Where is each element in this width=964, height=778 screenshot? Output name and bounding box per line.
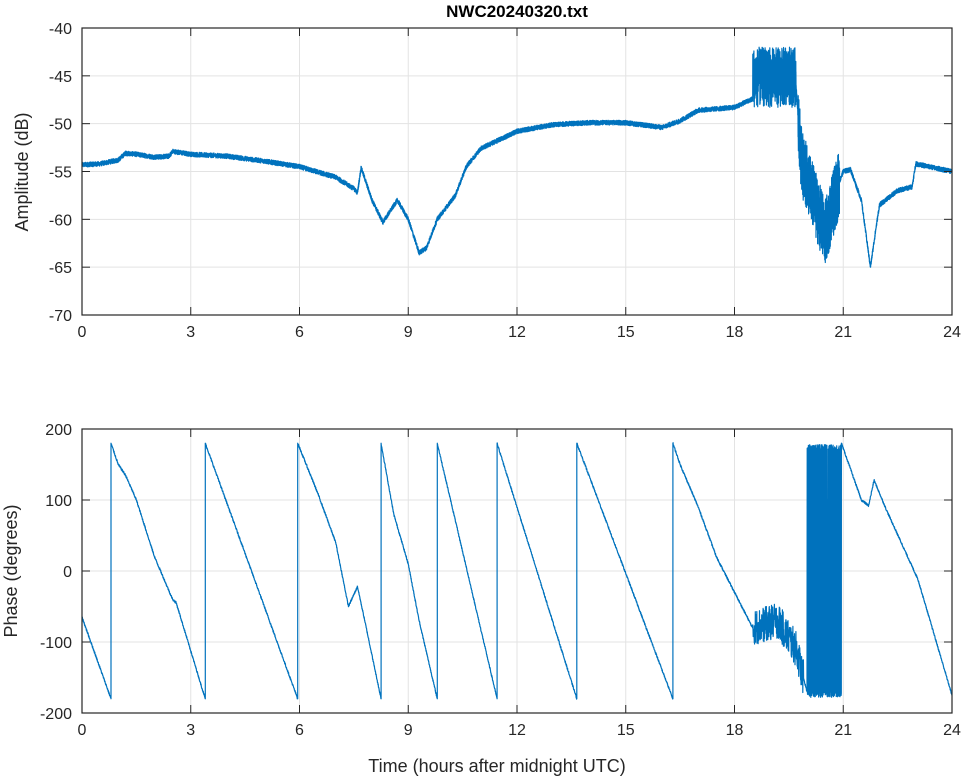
phase-axes: 0 3 6 9 12 15 18 21 24 -200 -100 0 100 200 bbox=[40, 422, 961, 739]
x-tick-label: 18 bbox=[726, 324, 744, 341]
x-tick-label: 15 bbox=[617, 722, 635, 739]
phase-y-label: Phase (degrees) bbox=[1, 504, 21, 637]
x-tick-label: 24 bbox=[943, 324, 961, 341]
y-tick-label: -200 bbox=[40, 706, 72, 723]
y-tick-label: 200 bbox=[45, 422, 72, 439]
x-tick-label: 18 bbox=[726, 722, 744, 739]
x-tick-label: 21 bbox=[834, 722, 852, 739]
y-tick-label: 100 bbox=[45, 493, 72, 510]
x-tick-label: 21 bbox=[834, 324, 852, 341]
x-tick-label: 12 bbox=[508, 722, 526, 739]
amplitude-series-line bbox=[81, 46, 953, 268]
y-tick-label: -40 bbox=[49, 21, 72, 38]
y-tick-label: -65 bbox=[49, 260, 72, 277]
y-tick-label: -70 bbox=[49, 308, 72, 325]
chart-title: NWC20240320.txt bbox=[446, 2, 588, 21]
x-tick-label: 9 bbox=[404, 324, 413, 341]
x-tick-label: 3 bbox=[186, 324, 195, 341]
x-tick-label: 6 bbox=[295, 324, 304, 341]
x-tick-label: 6 bbox=[295, 722, 304, 739]
x-axis-label: Time (hours after midnight UTC) bbox=[368, 756, 625, 776]
y-tick-label: 0 bbox=[63, 564, 72, 581]
x-tick-label: 24 bbox=[943, 722, 961, 739]
x-tick-label: 0 bbox=[78, 722, 87, 739]
y-tick-label: -45 bbox=[49, 69, 72, 86]
phase-series-line bbox=[81, 442, 953, 700]
x-tick-label: 15 bbox=[617, 324, 635, 341]
y-tick-label: -55 bbox=[49, 165, 72, 182]
x-tick-label: 0 bbox=[78, 324, 87, 341]
x-tick-label: 12 bbox=[508, 324, 526, 341]
amplitude-y-label: Amplitude (dB) bbox=[12, 112, 32, 231]
y-tick-label: -50 bbox=[49, 117, 72, 134]
x-tick-label: 9 bbox=[404, 722, 413, 739]
y-tick-label: -100 bbox=[40, 635, 72, 652]
x-tick-label: 3 bbox=[186, 722, 195, 739]
amplitude-axes: 0 3 6 9 12 15 18 21 24 -70 -65 -60 -55 -50 -45 -40 bbox=[49, 21, 961, 341]
y-tick-label: -60 bbox=[49, 212, 72, 229]
